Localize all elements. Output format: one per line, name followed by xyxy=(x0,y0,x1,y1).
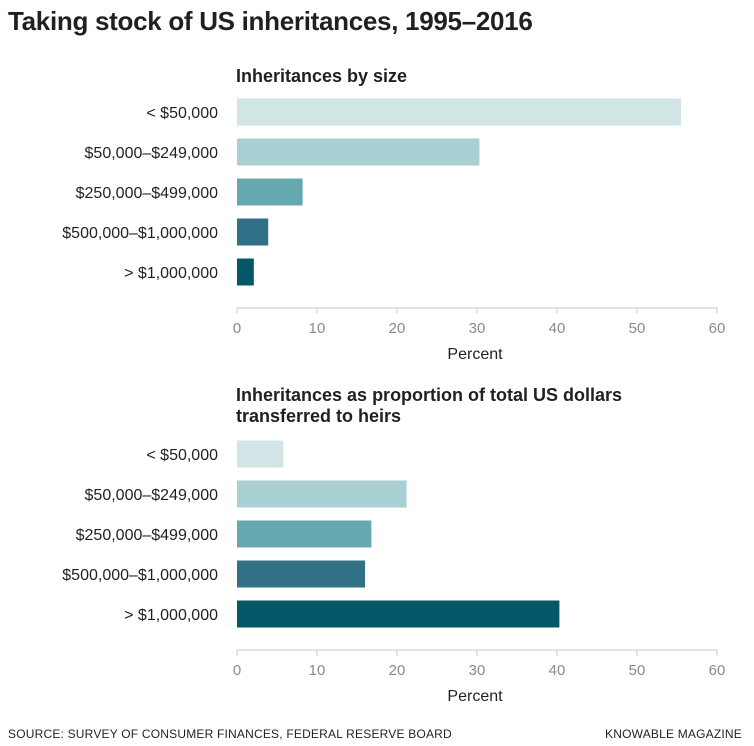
bar xyxy=(237,138,480,166)
x-axis-label: Percent xyxy=(447,346,503,363)
category-label: > $1,000,000 xyxy=(124,265,218,282)
x-tick-label: 40 xyxy=(549,320,566,337)
bar xyxy=(237,258,254,286)
publisher-credit: KNOWABLE MAGAZINE xyxy=(605,727,742,741)
category-label: $500,000–$1,000,000 xyxy=(62,225,218,242)
bar xyxy=(237,98,681,126)
x-tick-label: 60 xyxy=(709,320,726,337)
bar xyxy=(237,480,407,508)
x-tick-label: 10 xyxy=(309,320,326,337)
category-label: < $50,000 xyxy=(146,105,218,122)
x-tick-label: 20 xyxy=(389,662,406,679)
bar xyxy=(237,178,303,206)
main-title: Taking stock of US inheritances, 1995–20… xyxy=(8,6,533,36)
bar xyxy=(237,520,372,548)
x-tick-label: 40 xyxy=(549,662,566,679)
bar xyxy=(237,600,560,628)
bar xyxy=(237,440,284,468)
bar xyxy=(237,218,269,246)
x-tick-label: 20 xyxy=(389,320,406,337)
chart-1-title: Inheritances by size xyxy=(236,66,408,86)
chart-2-proportion-of-dollars: < $50,000 $50,000–$249,000 $250,000–$499,0… xyxy=(62,440,726,705)
category-label: $250,000–$499,000 xyxy=(76,185,218,202)
x-tick-label: 0 xyxy=(233,320,241,337)
bar xyxy=(237,560,365,588)
x-tick-label: 50 xyxy=(629,320,646,337)
source-note: SOURCE: SURVEY OF CONSUMER FINANCES, FED… xyxy=(8,727,452,741)
x-tick-label: 60 xyxy=(709,662,726,679)
chart-2-title: Inheritances as proportion of total US d… xyxy=(236,385,623,426)
x-axis-label: Percent xyxy=(447,688,503,705)
x-tick-label: 50 xyxy=(629,662,646,679)
category-label: < $50,000 xyxy=(146,447,218,464)
category-label: $50,000–$249,000 xyxy=(85,145,219,162)
category-label: $500,000–$1,000,000 xyxy=(62,567,218,584)
x-tick-label: 30 xyxy=(469,320,486,337)
x-tick-label: 30 xyxy=(469,662,486,679)
category-label: $50,000–$249,000 xyxy=(85,487,219,504)
category-label: $250,000–$499,000 xyxy=(76,527,218,544)
category-label: > $1,000,000 xyxy=(124,607,218,624)
x-tick-label: 0 xyxy=(233,662,241,679)
x-tick-label: 10 xyxy=(309,662,326,679)
chart-1-inheritances-by-size: < $50,000 $50,000–$249,000 $250,000–$499,0… xyxy=(62,98,726,363)
